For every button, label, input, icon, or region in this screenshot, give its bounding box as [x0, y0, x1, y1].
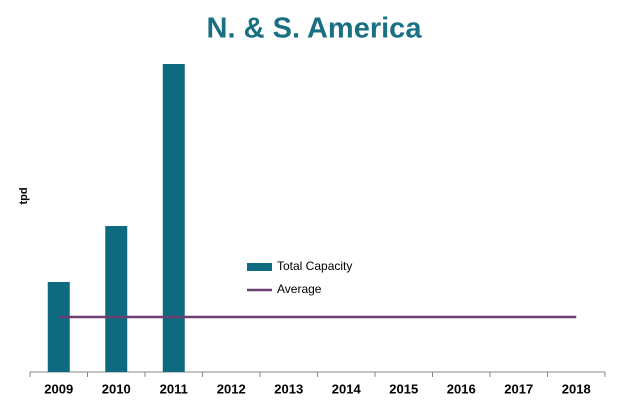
chart-title: N. & S. America — [207, 13, 423, 45]
bar — [47, 282, 70, 372]
bar — [105, 226, 128, 372]
x-tick-label: 2018 — [562, 381, 591, 396]
x-tick-label: 2012 — [217, 381, 246, 396]
x-tick-label: 2011 — [160, 381, 188, 396]
legend-label: Average — [277, 282, 322, 296]
legend-swatch — [247, 263, 272, 271]
legend-label: Total Capacity — [277, 259, 352, 273]
x-tick-label: 2013 — [274, 381, 303, 396]
bar — [162, 64, 185, 372]
y-axis-label: tpd — [18, 187, 30, 204]
x-tick-label: 2010 — [102, 381, 131, 396]
x-tick-label: 2015 — [389, 381, 418, 396]
x-tick-label: 2017 — [504, 381, 533, 396]
x-tick-label: 2009 — [44, 381, 73, 396]
x-tick-label: 2016 — [447, 381, 476, 396]
x-tick-label: 2014 — [332, 381, 362, 396]
